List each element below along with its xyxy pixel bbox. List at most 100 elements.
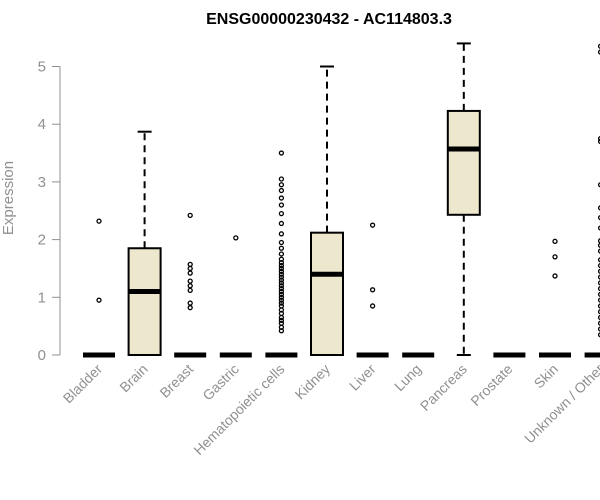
outlier-point <box>597 280 600 286</box>
outlier-point <box>597 320 600 326</box>
box-body <box>310 231 344 356</box>
outlier-point <box>278 268 285 274</box>
outlier-point <box>597 238 600 244</box>
x-tick-label: Liver <box>346 361 379 394</box>
y-tick-label: 0 <box>38 347 46 364</box>
x-tick-label: Breast <box>156 361 196 401</box>
outlier-point <box>278 291 285 298</box>
outlier-point <box>187 287 193 294</box>
outlier-point <box>597 309 600 315</box>
y-tick-label: 1 <box>38 289 46 306</box>
outlier-point <box>278 262 285 269</box>
box-gastric <box>219 235 252 358</box>
outlier-point <box>278 176 285 182</box>
x-tick-label: Skin <box>531 361 562 392</box>
outlier-point <box>187 212 193 219</box>
outlier-point <box>278 150 285 156</box>
outlier-point <box>278 231 285 237</box>
x-tick-label: Gastric <box>199 361 242 404</box>
y-tick-label: 2 <box>38 232 46 249</box>
y-tick-label: 3 <box>38 174 46 191</box>
outlier-point <box>278 245 285 251</box>
outlier-point <box>278 182 285 188</box>
outlier-point <box>278 317 285 324</box>
outlier-point <box>597 332 600 338</box>
outlier-point <box>278 294 285 300</box>
box-body <box>446 109 481 216</box>
outlier-point <box>278 202 285 208</box>
outlier-point <box>597 326 600 332</box>
outlier-point <box>597 248 600 254</box>
x-tick-label: Bladder <box>60 361 106 407</box>
outlier-point <box>278 280 285 286</box>
box-hematopoietic-cells <box>265 150 298 358</box>
box-pancreas <box>446 42 481 356</box>
outlier-point <box>278 239 285 246</box>
outlier-point <box>187 283 193 289</box>
x-tick-label: Prostate <box>467 361 515 409</box>
chart-title: ENSG00000230432 - AC114803.3 <box>206 11 452 28</box>
outlier-point <box>597 268 600 274</box>
outlier-point <box>597 225 600 231</box>
outlier-point <box>278 265 285 272</box>
outlier-point <box>278 300 285 306</box>
outlier-point <box>278 271 285 277</box>
outlier-point <box>369 287 376 293</box>
box-skin <box>539 238 571 358</box>
outlier-point <box>278 320 285 326</box>
outlier-point <box>278 277 285 283</box>
outlier-point <box>597 242 600 248</box>
outlier-point <box>278 256 285 262</box>
x-tick-label: Pancreas <box>417 361 470 414</box>
x-tick-label: Lung <box>391 361 424 394</box>
outlier-point <box>552 254 558 260</box>
outlier-point <box>597 291 600 297</box>
y-axis: 0 1 2 3 4 5 <box>38 59 61 364</box>
outlier-point <box>278 251 285 257</box>
outlier-point <box>278 285 285 292</box>
x-tick-label: Kidney <box>292 361 334 403</box>
outlier-point <box>187 300 193 306</box>
x-tick-label: Unknown / Other <box>521 361 600 447</box>
outlier-point <box>187 261 193 268</box>
boxes-group <box>83 42 600 358</box>
outlier-point <box>278 210 285 217</box>
outlier-point <box>552 238 558 244</box>
box-liver <box>356 222 389 358</box>
box-brain <box>127 130 162 357</box>
outlier-point <box>597 138 600 145</box>
outlier-point <box>278 274 285 280</box>
outlier-point <box>597 274 600 280</box>
outlier-point <box>597 257 600 263</box>
outlier-point <box>597 43 600 49</box>
x-tick-label: Hematopoietic cells <box>190 361 287 458</box>
outlier-point <box>597 314 600 321</box>
box-unknown-other <box>584 43 600 358</box>
outlier-point <box>597 205 600 211</box>
outlier-point <box>597 215 600 221</box>
outlier-point <box>597 262 600 269</box>
box-body <box>127 247 162 357</box>
outlier-point <box>187 305 193 311</box>
outlier-point <box>278 195 285 201</box>
outlier-point <box>187 270 193 276</box>
box-kidney <box>310 65 344 356</box>
y-axis-label: Expression <box>0 161 17 235</box>
outlier-point <box>597 286 600 292</box>
outlier-point <box>597 182 600 188</box>
outlier-point <box>278 187 285 194</box>
outlier-point <box>187 278 193 284</box>
outlier-point <box>552 273 558 279</box>
outlier-point <box>278 297 285 303</box>
outlier-point <box>233 235 239 241</box>
outlier-point <box>278 220 285 227</box>
outlier-point <box>597 136 600 142</box>
outlier-point <box>597 297 600 303</box>
outlier-point <box>96 218 102 224</box>
outlier-point <box>369 303 376 309</box>
outlier-point <box>369 222 376 228</box>
box-bladder <box>83 218 115 358</box>
outlier-point <box>278 283 285 289</box>
outlier-point <box>96 297 102 303</box>
